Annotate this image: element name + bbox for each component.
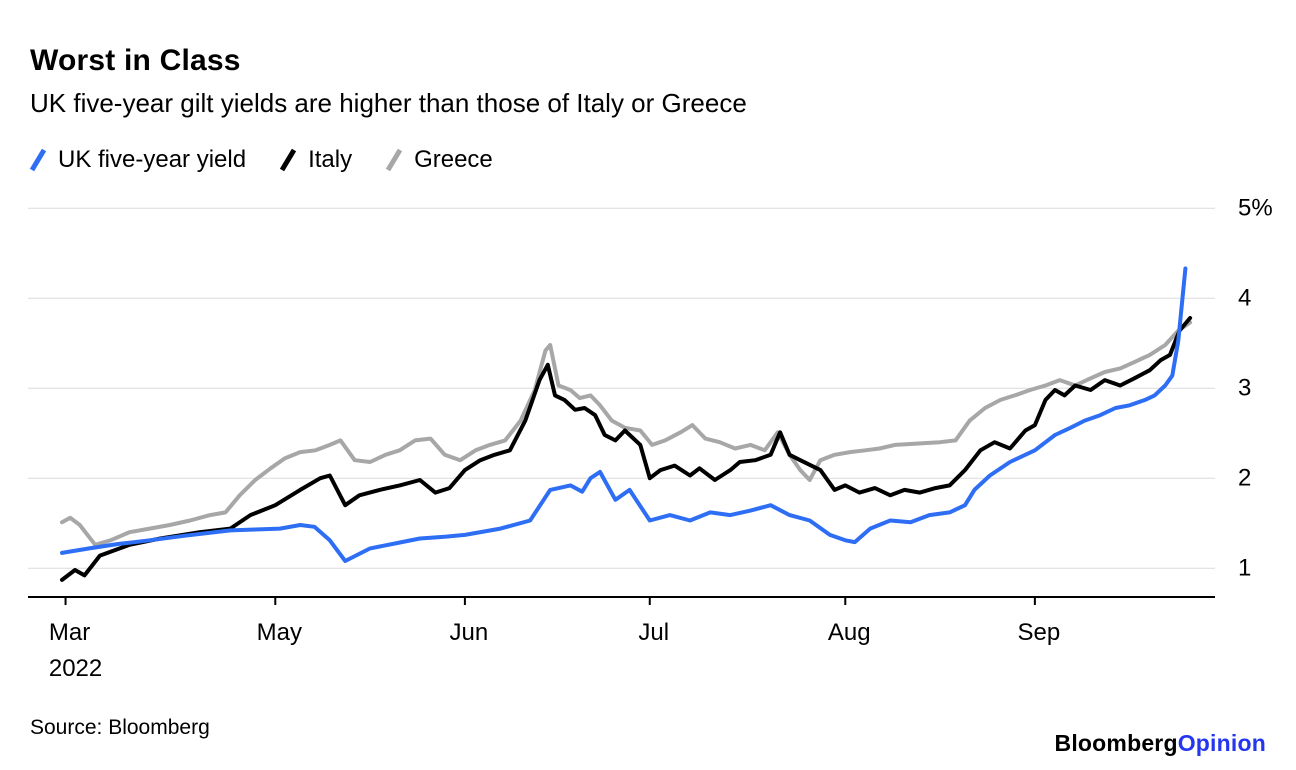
x-tick-label: Sep — [1018, 619, 1061, 646]
source-text: Source: Bloomberg — [30, 716, 210, 739]
italy-line-swatch-icon — [279, 148, 297, 172]
legend-item-uk: UK five-year yield — [28, 146, 246, 174]
series-line-greece — [60, 320, 1193, 547]
legend-item-italy: Italy — [278, 146, 352, 174]
legend-label-uk: UK five-year yield — [58, 146, 247, 173]
greece-line-swatch-icon — [385, 148, 403, 172]
x-tick-label: Aug — [828, 619, 871, 646]
series-line-italy — [60, 316, 1193, 582]
brand-name: Bloomberg — [1054, 730, 1178, 756]
x-tick-sublabel: 2022 — [49, 655, 102, 682]
y-tick-label: 1 — [1238, 555, 1251, 582]
chart-title: Worst in Class — [30, 44, 241, 77]
legend-label-greece: Greece — [414, 146, 493, 173]
chart-subtitle: UK five-year gilt yields are higher than… — [30, 88, 747, 118]
legend-item-greece: Greece — [384, 146, 493, 174]
y-tick-label: 4 — [1238, 285, 1251, 312]
x-tick-label: Jun — [450, 619, 489, 646]
brand-suffix: Opinion — [1177, 730, 1266, 756]
series-line-uk-five-year-yield — [60, 266, 1188, 563]
legend-label-italy: Italy — [308, 146, 353, 173]
legend: UK five-year yield Italy Greece — [28, 146, 493, 174]
uk-line-swatch-icon — [29, 148, 47, 172]
x-tick-label: May — [257, 619, 302, 646]
y-tick-label: 2 — [1238, 465, 1251, 492]
x-tick-label: Mar — [49, 619, 90, 646]
x-tick-label: Jul — [638, 619, 669, 646]
brand-logo: BloombergOpinion — [1055, 730, 1266, 757]
y-tick-label: 5% — [1238, 195, 1273, 222]
y-tick-label: 3 — [1238, 375, 1251, 402]
